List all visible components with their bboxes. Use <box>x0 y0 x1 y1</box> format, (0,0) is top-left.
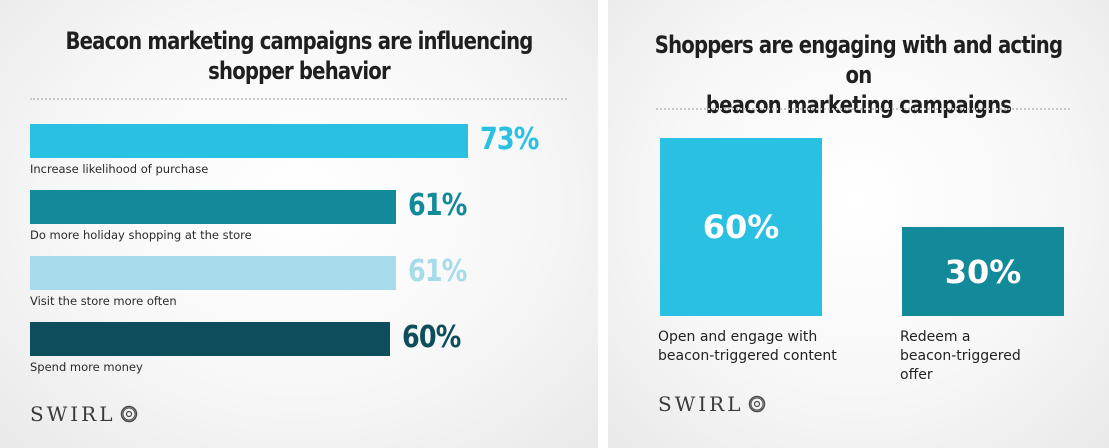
bar-row: 73% Increase likelihood of purchase <box>30 122 570 182</box>
right-chart-panel: Shoppers are engaging with and acting on… <box>608 0 1109 448</box>
right-title-line-2: beacon marketing campaigns <box>705 91 1012 119</box>
bar-value-label: 30% <box>944 252 1022 291</box>
bar: 60% <box>660 138 822 316</box>
bar <box>30 190 396 224</box>
left-swirl-logo: SWIRL <box>30 402 138 426</box>
bar-category-label: Visit the store more often <box>30 294 177 308</box>
bar-value-label: 61% <box>408 188 467 223</box>
left-title-line-1: Beacon marketing campaigns are influenci… <box>65 27 533 55</box>
bar-category-label: Increase likelihood of purchase <box>30 162 209 176</box>
left-title-line-2: shopper behavior <box>208 57 391 85</box>
bar-value-label: 73% <box>480 122 539 157</box>
right-chart-title: Shoppers are engaging with and acting on… <box>653 30 1064 120</box>
left-chart-title: Beacon marketing campaigns are influenci… <box>54 26 544 86</box>
swirl-icon <box>748 395 765 413</box>
swirl-icon <box>120 405 137 423</box>
right-title-line-1: Shoppers are engaging with and acting on <box>654 31 1063 89</box>
bar-category-label: Spend more money <box>30 360 143 374</box>
bar-value-label: 60% <box>402 320 461 355</box>
right-logo-text: SWIRL <box>658 392 744 416</box>
bar-category-label: Do more holiday shopping at the store <box>30 228 252 242</box>
left-chart-panel: Beacon marketing campaigns are influenci… <box>0 0 598 448</box>
bar-category-label: Redeem a beacon-triggered offer <box>900 329 1021 383</box>
bar <box>30 322 390 356</box>
left-divider <box>30 98 567 100</box>
bar-row: 60% Spend more money <box>30 320 570 380</box>
bar-row: 61% Visit the store more often <box>30 254 570 314</box>
bar-value-label: 60% <box>702 208 780 246</box>
bar <box>30 124 468 158</box>
bar <box>30 256 396 290</box>
bar: 30% <box>902 227 1064 316</box>
right-swirl-logo: SWIRL <box>658 392 766 416</box>
bar-value-label: 61% <box>408 254 467 289</box>
right-divider <box>656 108 1070 110</box>
bar-row: 61% Do more holiday shopping at the store <box>30 188 570 248</box>
left-logo-text: SWIRL <box>30 402 116 426</box>
bar-category-label: Open and engage with beacon-triggered con… <box>658 329 837 364</box>
